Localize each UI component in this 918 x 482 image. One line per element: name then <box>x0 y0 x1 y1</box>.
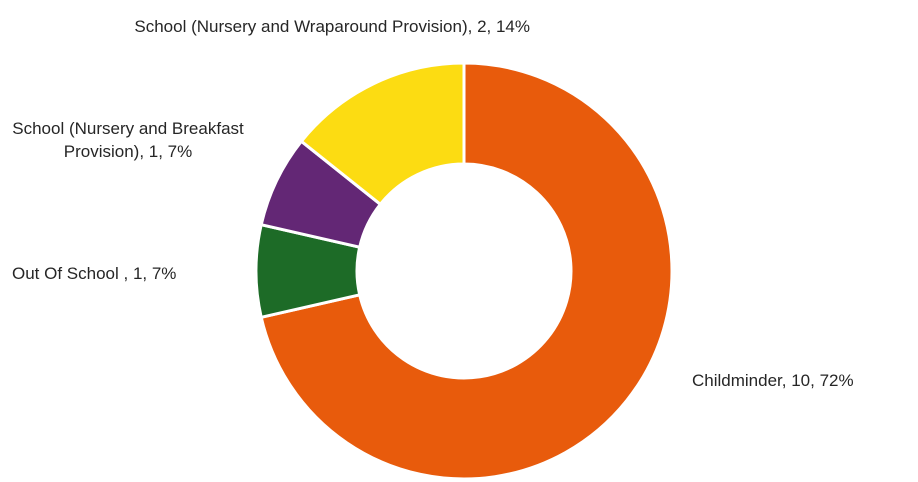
slice-school-nursery-and-wraparound-provision <box>299 61 466 206</box>
data-label-school-nursery-breakfast: School (Nursery and Breakfast Provision)… <box>12 119 244 161</box>
slice-childminder <box>259 61 674 481</box>
data-label-childminder: Childminder, 10, 72% <box>692 371 854 390</box>
data-label-out-of-school: Out Of School , 1, 7% <box>12 264 177 283</box>
data-label-school-nursery-wraparound: School (Nursery and Wraparound Provision… <box>134 17 530 36</box>
